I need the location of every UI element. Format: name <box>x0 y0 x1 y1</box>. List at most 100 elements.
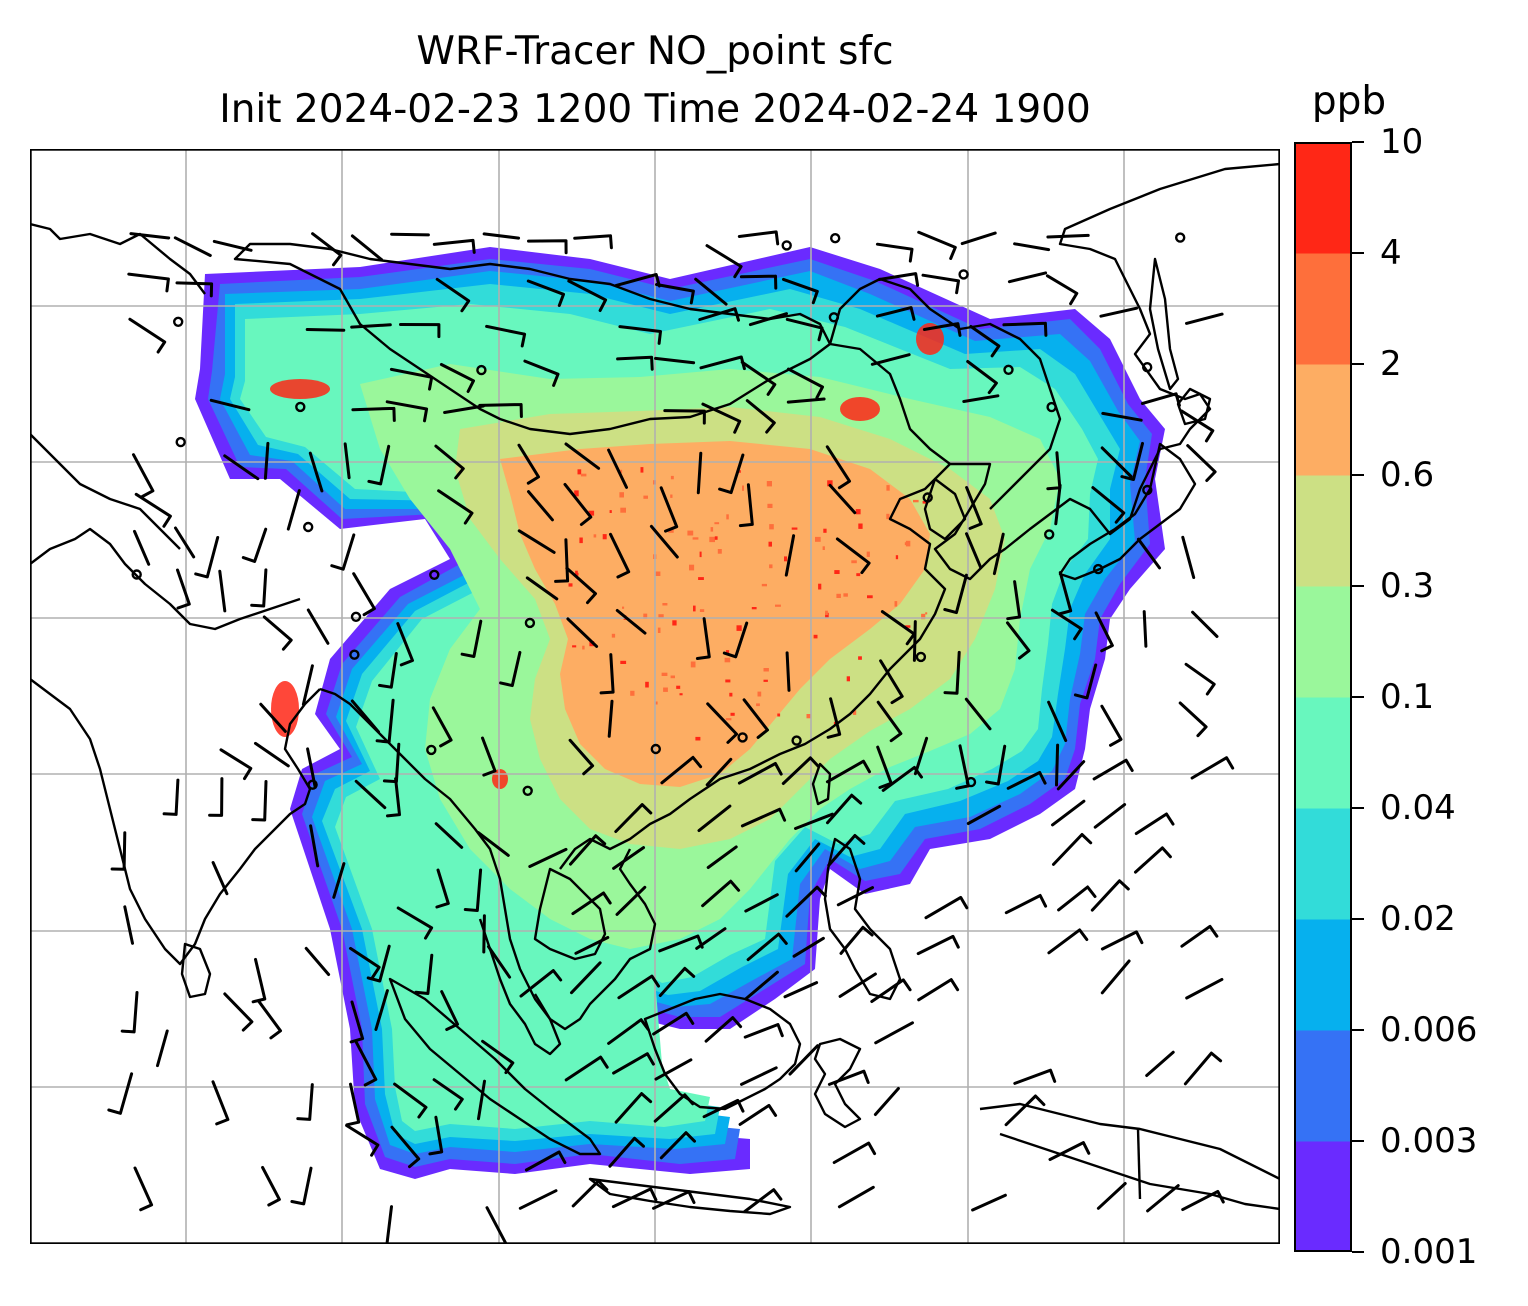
hotspot-cell <box>658 614 664 618</box>
coast-arabia <box>30 222 206 550</box>
wind-barb <box>614 803 653 833</box>
wind-barb <box>120 991 139 1034</box>
map-border <box>30 149 1280 1244</box>
colorbar-tick-label: 4 <box>1380 233 1402 273</box>
hotspot-cell <box>643 495 648 499</box>
wind-barb <box>259 702 287 733</box>
hotspot-cell <box>725 718 732 721</box>
wind-barb <box>1100 930 1144 951</box>
wind-barb <box>128 317 167 354</box>
wind-barb <box>261 1166 281 1207</box>
wind-barb <box>696 451 703 495</box>
wind-barb <box>704 1016 743 1043</box>
wind-barb <box>607 699 614 738</box>
hotspot-cell <box>806 714 812 719</box>
colorbar-segment <box>1295 1030 1351 1142</box>
wind-barb <box>133 529 151 566</box>
wind-barb <box>176 568 191 610</box>
wind-barb <box>526 279 565 307</box>
hotspot-cell <box>693 605 696 612</box>
wind-barb <box>870 978 912 1003</box>
colorbar-tick-mark <box>1352 363 1364 365</box>
wind-barb <box>1142 610 1148 648</box>
wind-barb <box>1094 611 1114 653</box>
calm-wind-marker <box>828 312 840 323</box>
wind-barb <box>1134 846 1172 874</box>
wind-barb <box>257 999 282 1040</box>
wind-barb <box>1052 833 1093 866</box>
wind-barb <box>985 744 1007 786</box>
wind-barb <box>476 831 510 857</box>
wind-barb <box>839 925 874 955</box>
hotspot-cell <box>609 510 612 513</box>
hotspot-cell <box>769 564 773 569</box>
wind-barb <box>350 323 392 329</box>
wind-barb <box>943 650 961 695</box>
wind-barb <box>922 322 962 337</box>
wind-barb <box>349 946 381 979</box>
wind-barb <box>378 652 398 689</box>
wind-barb <box>1047 700 1068 742</box>
wind-barb <box>523 359 560 387</box>
hotspot-cell <box>662 603 668 606</box>
wind-barb <box>785 651 791 692</box>
colorbar-tick-mark <box>1352 807 1364 809</box>
wind-barb <box>1054 483 1062 526</box>
hotspot-cell <box>588 510 595 516</box>
wind-barb <box>431 706 453 748</box>
hotspot-cell <box>766 481 772 487</box>
coast-hokkaido <box>1176 387 1212 426</box>
hotspot-cell <box>756 703 760 707</box>
wind-barb <box>211 1080 230 1126</box>
wind-barb <box>1073 663 1098 700</box>
wind-barb <box>390 232 430 237</box>
wind-barb <box>463 868 483 912</box>
wind-barb <box>241 527 268 563</box>
wind-barb <box>435 868 450 909</box>
calm-wind-marker <box>830 232 841 244</box>
wind-barb <box>354 1040 378 1087</box>
wind-barb <box>660 755 703 785</box>
hotspot-cell <box>886 513 890 520</box>
hotspot-cell <box>580 473 587 477</box>
wind-barb <box>352 572 376 617</box>
wind-barb <box>481 736 497 777</box>
hotspot-cell <box>582 645 585 650</box>
coastlines <box>30 162 1280 1216</box>
wind-barb <box>616 355 654 371</box>
wind-barb <box>1191 610 1219 638</box>
wind-barb <box>962 394 1000 403</box>
wind-barb <box>966 360 998 395</box>
border-manchuria <box>828 277 1062 510</box>
wind-barb <box>1013 1068 1057 1085</box>
wind-barb <box>1090 879 1130 912</box>
wind-barb <box>612 846 645 870</box>
wind-barb <box>332 862 346 899</box>
hotspot-cell <box>655 701 658 705</box>
hotspot-cluster <box>270 379 330 399</box>
calm-wind-marker <box>650 743 661 755</box>
wind-barb <box>345 1082 361 1127</box>
wind-barb <box>827 1069 870 1086</box>
hotspot-cell <box>925 612 928 615</box>
hotspot-cell <box>661 672 668 676</box>
coast-sri-lanka <box>180 942 212 999</box>
hotspot-cell <box>670 675 675 679</box>
wind-barb <box>573 234 613 250</box>
hotspot-cell <box>643 613 648 619</box>
calm-wind-marker <box>172 316 184 328</box>
colorbar-segment <box>1295 1141 1351 1252</box>
wind-barb <box>743 1188 783 1213</box>
wind-barb <box>701 402 742 434</box>
wind-barb <box>917 978 960 1002</box>
chart-subtitle: Init 2024-02-23 1200 Time 2024-02-24 190… <box>219 87 1091 132</box>
hotspot-cell <box>679 693 683 696</box>
calm-wind-marker <box>737 732 748 743</box>
hotspot-cell <box>767 503 773 508</box>
coast-india <box>30 678 321 966</box>
wind-barb <box>783 981 819 999</box>
hotspot-cell <box>690 661 696 668</box>
hotspot-cell <box>687 530 694 536</box>
wind-barb <box>569 834 607 866</box>
wind-barb <box>1181 535 1196 579</box>
